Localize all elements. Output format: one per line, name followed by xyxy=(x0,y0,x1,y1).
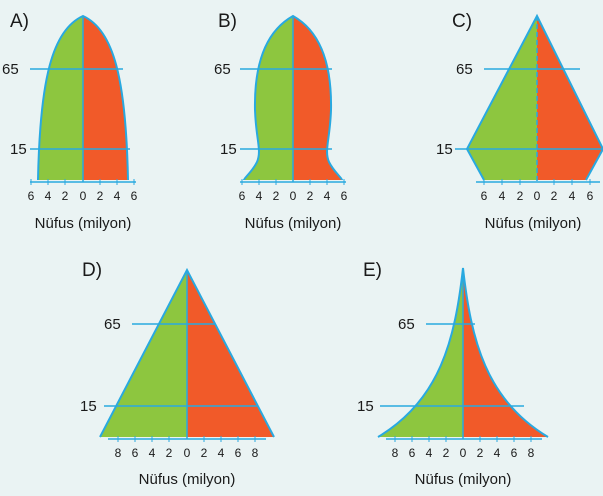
tick-label-a-3: 2 xyxy=(62,189,69,203)
age-label-65-a: 65 xyxy=(2,61,19,78)
tick-label-d-7: 4 xyxy=(218,446,225,460)
panel-c: C) 65 15 6 4 2 0 2 4 6 Nüfus (milyon) xyxy=(436,11,603,232)
tick-label-d-2: 6 xyxy=(132,446,139,460)
tick-label-d-1: 8 xyxy=(115,446,122,460)
tick-label-e-3: 4 xyxy=(426,446,433,460)
age-label-65-d: 65 xyxy=(104,316,121,333)
age-label-15-c: 15 xyxy=(436,141,453,158)
female-area-b xyxy=(293,16,342,180)
axis-ticks-b xyxy=(241,179,345,185)
tick-label-c-7: 6 xyxy=(587,189,594,203)
tick-label-b-7: 6 xyxy=(341,189,348,203)
tick-label-e-4: 2 xyxy=(443,446,450,460)
tick-label-c-2: 4 xyxy=(499,189,506,203)
tick-label-d-6: 2 xyxy=(201,446,208,460)
age-label-15-e: 15 xyxy=(357,398,374,415)
female-area-a xyxy=(83,16,128,180)
male-area-c xyxy=(467,16,537,180)
tick-label-b-1: 6 xyxy=(239,189,246,203)
tick-label-c-5: 2 xyxy=(551,189,558,203)
tick-label-d-8: 6 xyxy=(235,446,242,460)
panel-label-d: D) xyxy=(82,260,102,281)
tick-label-a-4: 0 xyxy=(80,189,87,203)
axis-title-c: Nüfus (milyon) xyxy=(485,215,582,232)
age-label-65-b: 65 xyxy=(214,61,231,78)
tick-label-a-6: 4 xyxy=(114,189,121,203)
tick-label-d-3: 4 xyxy=(149,446,156,460)
axis-title-d: Nüfus (milyon) xyxy=(139,471,236,488)
panel-label-b: B) xyxy=(218,11,237,32)
tick-label-e-9: 8 xyxy=(528,446,535,460)
tick-label-c-6: 4 xyxy=(569,189,576,203)
tick-label-a-2: 4 xyxy=(45,189,52,203)
panel-b: B) 65 15 6 4 2 0 2 4 6 Nüfus (milyon) xyxy=(214,11,348,232)
panel-d: D) 65 15 8 6 4 2 0 2 4 6 8 Nüfus (milyon… xyxy=(80,260,275,488)
axis-ticks-d xyxy=(117,436,256,442)
tick-label-b-6: 4 xyxy=(324,189,331,203)
tick-label-d-9: 8 xyxy=(252,446,259,460)
tick-label-c-3: 2 xyxy=(517,189,524,203)
male-area-a xyxy=(38,16,83,180)
tick-label-a-1: 6 xyxy=(28,189,35,203)
tick-label-b-4: 0 xyxy=(290,189,297,203)
age-label-65-c: 65 xyxy=(456,61,473,78)
age-label-15-a: 15 xyxy=(10,141,27,158)
panel-a: A) 65 15 6 4 2 0 2 4 6 Nüfus (milyon) xyxy=(2,11,138,232)
tick-label-b-5: 2 xyxy=(307,189,314,203)
axis-ticks-e xyxy=(394,436,532,442)
female-area-e xyxy=(463,268,548,437)
tick-label-a-5: 2 xyxy=(97,189,104,203)
male-area-e xyxy=(378,268,463,437)
axis-title-b: Nüfus (milyon) xyxy=(245,215,342,232)
tick-label-c-1: 6 xyxy=(481,189,488,203)
panel-label-a: A) xyxy=(10,11,29,32)
tick-label-c-4: 0 xyxy=(534,189,541,203)
age-label-15-b: 15 xyxy=(220,141,237,158)
tick-label-e-7: 4 xyxy=(494,446,501,460)
male-area-b xyxy=(244,16,293,180)
panel-e: E) 65 15 8 6 4 2 0 2 4 6 8 Nüfus (milyon… xyxy=(357,260,549,488)
tick-label-b-2: 4 xyxy=(256,189,263,203)
axis-title-a: Nüfus (milyon) xyxy=(35,215,132,232)
tick-label-d-5: 0 xyxy=(184,446,191,460)
panel-label-e: E) xyxy=(363,260,382,281)
tick-label-d-4: 2 xyxy=(166,446,173,460)
female-area-c xyxy=(537,16,603,180)
axis-ticks-a xyxy=(30,179,135,185)
panel-label-c: C) xyxy=(452,11,472,32)
axis-ticks-c xyxy=(483,179,591,185)
tick-label-e-8: 6 xyxy=(511,446,518,460)
tick-label-b-3: 2 xyxy=(273,189,280,203)
axis-title-e: Nüfus (milyon) xyxy=(415,471,512,488)
age-label-15-d: 15 xyxy=(80,398,97,415)
tick-label-e-1: 8 xyxy=(392,446,399,460)
tick-label-e-5: 0 xyxy=(460,446,467,460)
tick-label-a-7: 6 xyxy=(131,189,138,203)
tick-label-e-2: 6 xyxy=(409,446,416,460)
tick-label-e-6: 2 xyxy=(477,446,484,460)
age-label-65-e: 65 xyxy=(398,316,415,333)
